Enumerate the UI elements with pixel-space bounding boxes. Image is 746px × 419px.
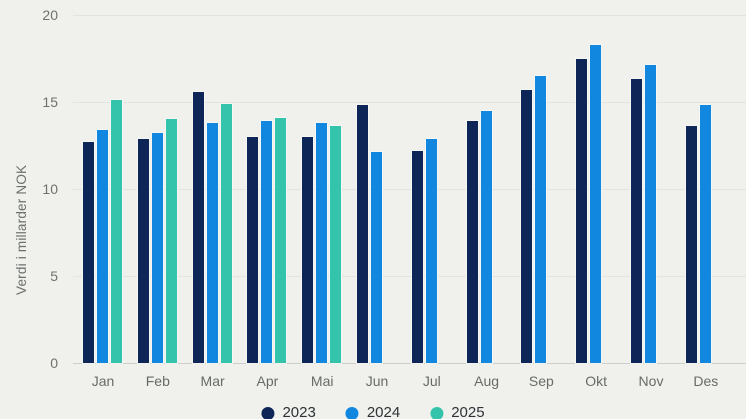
y-tick-label: 10 (42, 181, 58, 197)
legend-label: 2023 (282, 404, 316, 419)
bar-2023-jul (411, 150, 423, 363)
legend-item-2024[interactable]: 2024 (345, 404, 401, 419)
bar-2024-sep (535, 75, 547, 363)
legend-item-2023[interactable]: 2023 (261, 404, 316, 419)
bar-2024-apr (261, 121, 273, 363)
bar-2023-jan (83, 142, 94, 363)
x-tick-label: Okt (585, 373, 608, 389)
legend-item-2025[interactable]: 2025 (430, 404, 485, 419)
bar-group-jul (411, 138, 452, 363)
bar-group-des (685, 105, 726, 363)
bar-2024-feb (151, 133, 163, 363)
x-axis-baseline (73, 363, 746, 364)
x-tick-label: Jun (365, 373, 389, 389)
bar-group-okt (576, 44, 616, 363)
y-tick-label: 20 (42, 7, 58, 23)
bar-group-mai (302, 122, 342, 363)
bar-2025-mai (330, 126, 342, 363)
x-tick-label: Jan (91, 373, 115, 389)
x-tick-label: Mar (200, 373, 225, 389)
legend-label: 2025 (451, 404, 485, 419)
y-tick-label: 15 (42, 94, 58, 110)
bar-2024-jul (425, 138, 437, 363)
bar-2024-nov (645, 65, 656, 363)
plot-area (65, 15, 746, 364)
bar-2024-jun (371, 152, 382, 363)
bar-2023-feb (137, 138, 149, 363)
bar-group-feb (137, 119, 178, 363)
bar-group-jan (83, 100, 123, 363)
bar-2025-mar (220, 103, 232, 363)
bar-2023-sep (521, 89, 533, 363)
legend-dot-icon (345, 406, 359, 419)
x-tick-label: Feb (145, 373, 170, 389)
bar-group-sep (521, 75, 561, 363)
bar-group-mar (192, 91, 233, 363)
bar-2025-apr (275, 117, 287, 363)
bar-2024-mai (316, 122, 328, 363)
chart-legend: 2023 2024 2025 (261, 404, 485, 419)
x-tick-label: Jul (422, 373, 441, 389)
legend-dot-icon (261, 406, 275, 419)
bar-2023-des (685, 126, 697, 363)
bar-2023-jun (357, 105, 368, 363)
x-tick-label: Nov (638, 373, 664, 389)
bar-group-apr (247, 117, 287, 363)
bar-2023-mar (192, 91, 204, 363)
bar-2024-jan (97, 129, 108, 363)
legend-dot-icon (430, 406, 444, 419)
bar-group-nov (631, 65, 671, 363)
bar-group-jun (357, 105, 397, 363)
x-axis-ticks: Jan Feb Mar Apr Mai Jun Jul Aug Sep Okt Nov Des (65, 373, 746, 393)
bar-2024-okt (590, 44, 602, 363)
legend-label: 2024 (366, 404, 401, 419)
x-tick-label: Mai (310, 373, 334, 389)
bar-2023-apr (247, 136, 259, 363)
bar-group-aug (466, 110, 507, 363)
bar-2025-jan (111, 100, 122, 363)
x-tick-label: Des (693, 373, 719, 389)
x-tick-label: Apr (256, 373, 279, 389)
x-tick-label: Sep (528, 373, 554, 389)
bar-2023-nov (631, 79, 642, 363)
bar-2023-mai (302, 136, 314, 363)
gridline (73, 189, 746, 190)
bar-2025-feb (165, 119, 177, 363)
bar-2024-des (699, 105, 711, 363)
x-tick-label: Aug (474, 373, 500, 389)
bar-2023-okt (576, 58, 588, 363)
y-tick-label: 5 (50, 268, 58, 284)
bar-2024-mar (206, 122, 218, 363)
bar-2023-aug (466, 121, 478, 363)
gridline (73, 15, 746, 16)
bar-2024-aug (480, 110, 492, 363)
gridline (73, 102, 746, 103)
gridline (73, 276, 746, 277)
y-tick-label: 0 (50, 355, 58, 371)
